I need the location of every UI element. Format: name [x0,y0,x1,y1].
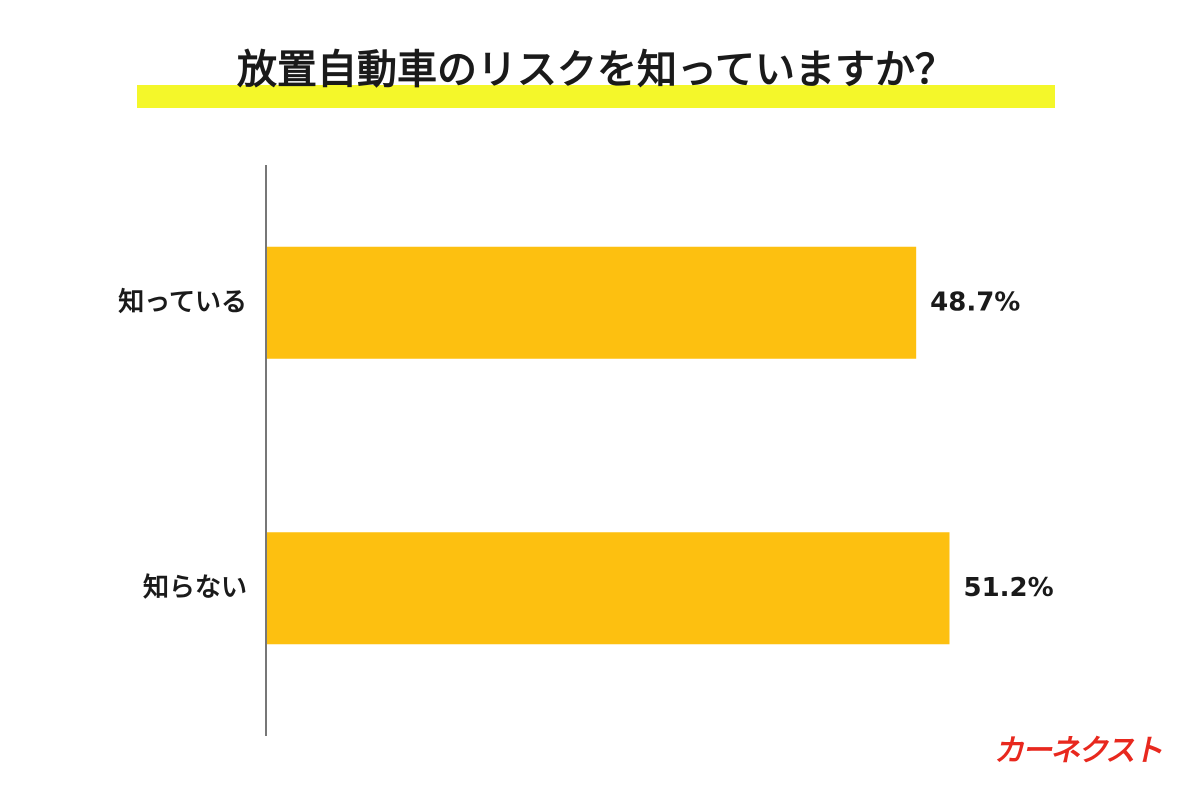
bar [267,246,917,359]
chart-title: 放置自動車のリスクを知っていますか？ [237,47,955,93]
value-label: 48.7% [930,287,1020,317]
logo: カーネクスト [993,734,1167,769]
bar [267,532,950,645]
value-label: 51.2% [963,573,1053,603]
category-label: 知らない [143,573,247,603]
title-highlight [137,85,1055,108]
category-label: 知っている [118,287,247,317]
